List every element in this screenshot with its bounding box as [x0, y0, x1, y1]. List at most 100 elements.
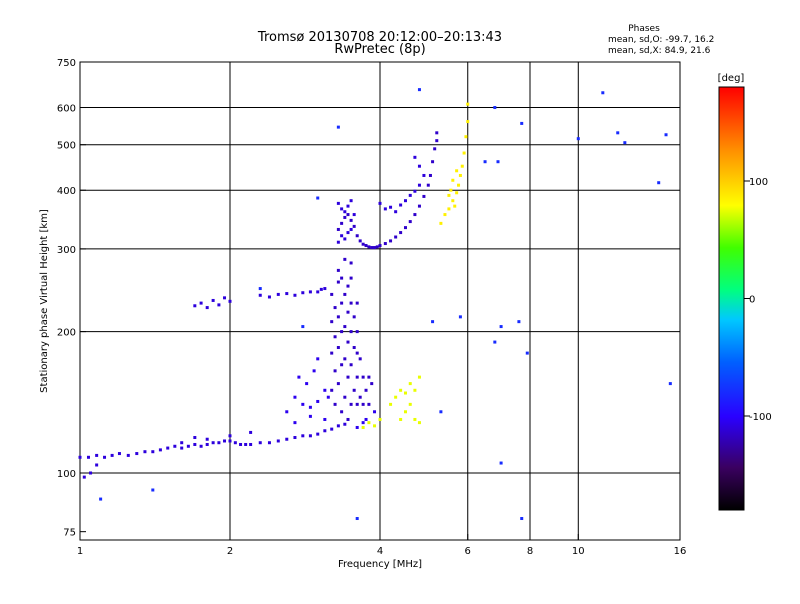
echo-point [520, 517, 524, 521]
echo-point [352, 213, 356, 217]
echo-point [308, 290, 312, 294]
echo-point [349, 301, 353, 305]
echo-point [346, 204, 350, 208]
echo-point [143, 450, 147, 454]
echo-point [211, 441, 215, 445]
echo-point [422, 194, 426, 198]
echo-point [340, 276, 344, 280]
echo-point [343, 210, 347, 214]
echo-point [340, 234, 344, 238]
echo-point [413, 388, 417, 392]
echo-point [82, 475, 86, 479]
echo-point [249, 442, 253, 446]
echo-point [205, 437, 209, 441]
echo-point [373, 246, 377, 250]
echo-point [378, 417, 382, 421]
echo-point [349, 199, 353, 203]
echo-point [449, 188, 453, 192]
echo-point [135, 452, 139, 456]
echo-point [308, 414, 312, 418]
y-tick-label: 200 [57, 328, 76, 339]
echo-point [493, 340, 497, 344]
echo-point [378, 201, 382, 205]
echo-point [417, 88, 421, 92]
echo-point [408, 220, 412, 224]
echo-point [616, 131, 620, 135]
echo-point [267, 295, 271, 299]
echo-point [457, 183, 461, 187]
echo-point [316, 432, 320, 436]
echo-point [217, 441, 221, 445]
echo-point [305, 382, 309, 386]
echo-point [361, 425, 365, 429]
echo-point [417, 375, 421, 379]
chart-subtitle: RwPretec (8p) [334, 42, 425, 57]
echo-point [367, 421, 371, 425]
echo-point [316, 399, 320, 403]
echo-point [276, 292, 280, 296]
echo-point [413, 189, 417, 193]
y-tick-label: 600 [57, 104, 76, 115]
echo-point [126, 453, 130, 457]
echo-point [86, 455, 90, 459]
echo-point [355, 517, 359, 521]
echo-point [361, 402, 365, 406]
echo-point [340, 330, 344, 334]
echo-point [358, 395, 362, 399]
x-tick-label: 8 [527, 546, 533, 557]
echo-point [422, 173, 426, 177]
phases-x-stats: mean, sd,X: 84.9, 21.6 [608, 46, 711, 56]
echo-point [364, 388, 368, 392]
echo-point [333, 402, 337, 406]
echo-point [462, 151, 466, 155]
echo-point [447, 207, 451, 211]
echo-point [458, 315, 462, 319]
echo-point [346, 231, 350, 235]
echo-point [520, 121, 524, 125]
echo-point [439, 410, 443, 414]
echo-point [316, 357, 320, 361]
echo-point [233, 441, 237, 445]
echo-point [355, 234, 359, 238]
echo-point [343, 422, 347, 426]
echo-point [205, 442, 209, 446]
echo-point [343, 357, 347, 361]
echo-point [258, 441, 262, 445]
echo-point [352, 388, 356, 392]
echo-point [180, 446, 184, 450]
echo-point [301, 291, 305, 295]
grid-lines [79, 61, 681, 540]
x-axis-ticks: 1 2 4 6 8 10 16 [77, 534, 686, 557]
echo-point [330, 320, 334, 324]
echo-point [657, 181, 661, 185]
echo-point [333, 335, 337, 339]
echo-point [336, 125, 340, 129]
echo-point [95, 463, 99, 467]
y-tick-label: 500 [57, 141, 76, 152]
echo-point [244, 442, 248, 446]
echo-point [352, 224, 356, 228]
echo-point [408, 402, 412, 406]
x-tick-label: 10 [572, 546, 585, 557]
echo-point [417, 421, 421, 425]
echo-point [352, 346, 356, 350]
echo-point [293, 421, 297, 425]
echo-point [78, 455, 82, 459]
echo-point [323, 429, 327, 433]
x-tick-label: 4 [377, 546, 383, 557]
echo-point [336, 280, 340, 284]
echo-point [525, 351, 529, 355]
echo-point [455, 191, 459, 195]
echo-point [330, 427, 334, 431]
echo-point [439, 221, 443, 225]
echo-point [199, 301, 203, 305]
echo-point [355, 375, 359, 379]
echo-point [228, 299, 232, 303]
echo-point [193, 436, 197, 440]
echo-point [151, 450, 155, 454]
echo-point [333, 369, 337, 373]
echo-point [301, 325, 305, 329]
echo-point [319, 287, 323, 291]
echo-point [355, 402, 359, 406]
